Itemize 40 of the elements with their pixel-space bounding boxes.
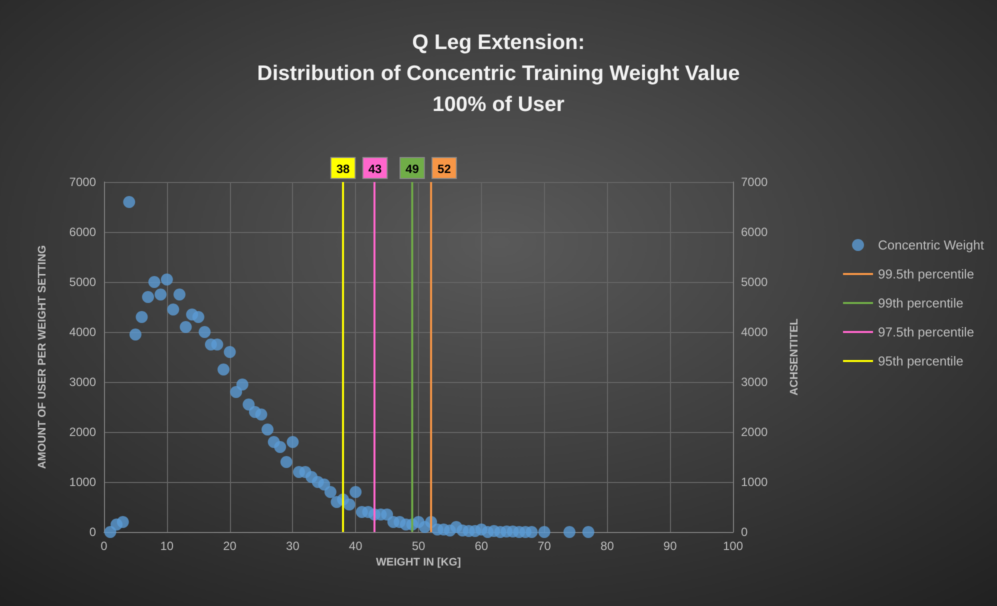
y2-tick-label: 2000 bbox=[741, 425, 768, 439]
x-tick-label: 20 bbox=[223, 539, 237, 553]
y-tick-label: 4000 bbox=[69, 325, 96, 339]
y2-tick-label: 5000 bbox=[741, 275, 768, 289]
x-tick-label: 80 bbox=[600, 539, 614, 553]
annotation: 43 bbox=[368, 162, 382, 176]
y2-axis-title: ACHSENTITEL bbox=[788, 318, 800, 396]
y2-tick-label: 4000 bbox=[741, 325, 768, 339]
y2-tick-label: 3000 bbox=[741, 375, 768, 389]
y-tick-label: 6000 bbox=[69, 225, 96, 239]
chart-title: Q Leg Extension: Distribution of Concentric Training Weight Value 100% of User bbox=[257, 31, 740, 116]
x-tick-label: 60 bbox=[474, 539, 488, 553]
y2-tick-label: 0 bbox=[741, 525, 748, 539]
y2-tick-label: 7000 bbox=[741, 175, 768, 189]
y-tick-label: 5000 bbox=[69, 275, 96, 289]
legend-label: Concentric Weight bbox=[878, 238, 984, 252]
x-tick-label: 90 bbox=[663, 539, 678, 553]
y-tick-label: 7000 bbox=[69, 175, 96, 189]
x-tick-label: 10 bbox=[160, 539, 174, 553]
annotation: 52 bbox=[438, 162, 452, 176]
y-axis-title: AMOUNT OF USER PER WEIGHT SETTING bbox=[36, 245, 48, 469]
legend-label: 95th percentile bbox=[878, 354, 964, 368]
x-tick-label: 50 bbox=[412, 539, 426, 553]
y-tick-label: 3000 bbox=[69, 375, 96, 389]
legend-label: 97.5th percentile bbox=[878, 324, 974, 340]
y2-tick-label: 6000 bbox=[741, 225, 768, 239]
legend-label: 99.5th percentile bbox=[878, 266, 974, 282]
y-tick-label: 1000 bbox=[69, 475, 96, 489]
y2-tick-label: 1000 bbox=[741, 475, 768, 489]
legend-label: 99th percentile bbox=[878, 296, 964, 310]
x-tick-label: 0 bbox=[100, 539, 108, 553]
x-tick-label: 100 bbox=[722, 539, 744, 553]
y-tick-label: 2000 bbox=[69, 425, 96, 439]
x-tick-label: 30 bbox=[286, 539, 300, 553]
y-tick-label: 0 bbox=[89, 525, 96, 539]
x-axis-title: WEIGHT IN [KG] bbox=[376, 556, 462, 568]
annotation: 49 bbox=[406, 162, 420, 176]
x-tick-label: 70 bbox=[538, 539, 552, 553]
annotation: 38 bbox=[336, 162, 350, 176]
x-tick-label: 40 bbox=[348, 539, 363, 553]
